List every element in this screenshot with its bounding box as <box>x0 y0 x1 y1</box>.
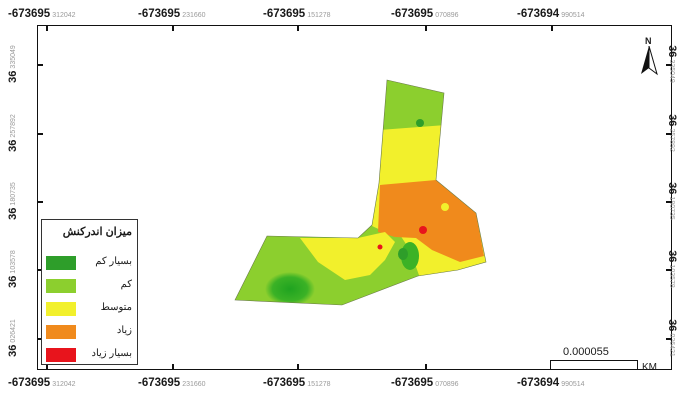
x-tick-top-1: -673695 312042 <box>8 8 76 20</box>
north-label: N <box>645 36 652 46</box>
scale-value: 0.000055 <box>563 346 609 358</box>
legend-label-low: کم <box>120 279 132 290</box>
legend-label-medium: متوسط <box>100 302 132 313</box>
zone-very-high <box>419 226 427 234</box>
y-tick-left-2: 36 257892 <box>7 114 19 152</box>
zone-medium-west <box>300 232 395 280</box>
legend-item-low: کم <box>46 279 134 294</box>
y-tick-left-3: 36 180735 <box>7 182 19 220</box>
y-tickmark-right-2 <box>666 133 672 135</box>
x-tickmark-top-3 <box>297 25 299 31</box>
legend-swatch-medium <box>46 302 76 316</box>
legend-item-very-low: بسیار کم <box>46 256 134 271</box>
x-tickmark-bottom-3 <box>297 364 299 370</box>
legend-item-very-high: بسیار زیاد <box>46 348 134 363</box>
region-outline <box>234 79 487 306</box>
y-tick-left-5: 36 026421 <box>7 319 19 357</box>
zone-very-high-small <box>377 244 383 250</box>
legend-swatch-very-low <box>46 256 76 270</box>
legend-swatch-very-high <box>46 348 76 362</box>
x-tick-top-5: -673694 990514 <box>517 8 585 20</box>
x-tick-top-4: -673695 070896 <box>391 8 459 20</box>
x-tickmark-bottom-2 <box>172 364 174 370</box>
x-tickmark-top-4 <box>425 25 427 31</box>
zone-medium-north <box>378 125 445 195</box>
y-tickmark-right-4 <box>666 269 672 271</box>
x-tick-bottom-3: -673695 151278 <box>263 377 331 389</box>
scale-bar <box>550 360 638 370</box>
x-tick-top-2: -673695 231660 <box>138 8 206 20</box>
y-tickmark-right-1 <box>666 64 672 66</box>
x-tick-bottom-5: -673694 990514 <box>517 377 585 389</box>
legend-label-high: زیاد <box>116 325 132 336</box>
legend: میزان اندرکنش بسیار کم کم متوسط زیاد بسی… <box>41 219 138 365</box>
x-tick-top-3: -673695 151278 <box>263 8 331 20</box>
zone-very-low-north <box>416 119 424 127</box>
legend-item-high: زیاد <box>46 325 134 340</box>
zone-high <box>378 180 484 262</box>
legend-swatch-low <box>46 279 76 293</box>
x-tick-bottom-4: -673695 070896 <box>391 377 459 389</box>
legend-item-medium: متوسط <box>46 302 134 317</box>
zone-medium-spot <box>441 203 449 211</box>
zone-very-low-center-b <box>398 248 408 260</box>
x-tickmark-bottom-1 <box>46 364 48 370</box>
x-tickmark-top-2 <box>172 25 174 31</box>
zone-very-low-south <box>265 272 315 305</box>
x-tickmark-top-1 <box>46 25 48 31</box>
y-tickmark-left-2 <box>37 133 43 135</box>
y-tickmark-left-4 <box>37 269 43 271</box>
y-tickmark-right-3 <box>666 201 672 203</box>
x-tickmark-bottom-4 <box>425 364 427 370</box>
legend-label-very-high: بسیار زیاد <box>91 348 133 359</box>
y-tickmark-left-3 <box>37 201 43 203</box>
y-tickmark-left-5 <box>37 338 43 340</box>
x-tickmark-top-5 <box>551 25 553 31</box>
legend-title: میزان اندرکنش <box>62 226 132 238</box>
scale-unit: KM <box>642 362 657 373</box>
y-tick-left-4: 36 103578 <box>7 250 19 288</box>
x-tick-bottom-1: -673695 312042 <box>8 377 76 389</box>
y-tickmark-left-1 <box>37 64 43 66</box>
north-arrow-shape <box>641 46 658 76</box>
map-frame <box>37 25 672 370</box>
north-arrow-icon: N <box>639 36 659 76</box>
legend-swatch-high <box>46 325 76 339</box>
y-tickmark-right-5 <box>666 338 672 340</box>
legend-label-very-low: بسیار کم <box>95 256 132 267</box>
x-tick-bottom-2: -673695 231660 <box>138 377 206 389</box>
zone-medium-spot-west <box>366 211 374 219</box>
zone-medium-south <box>416 245 460 278</box>
y-tick-left-1: 36 335049 <box>7 45 19 83</box>
